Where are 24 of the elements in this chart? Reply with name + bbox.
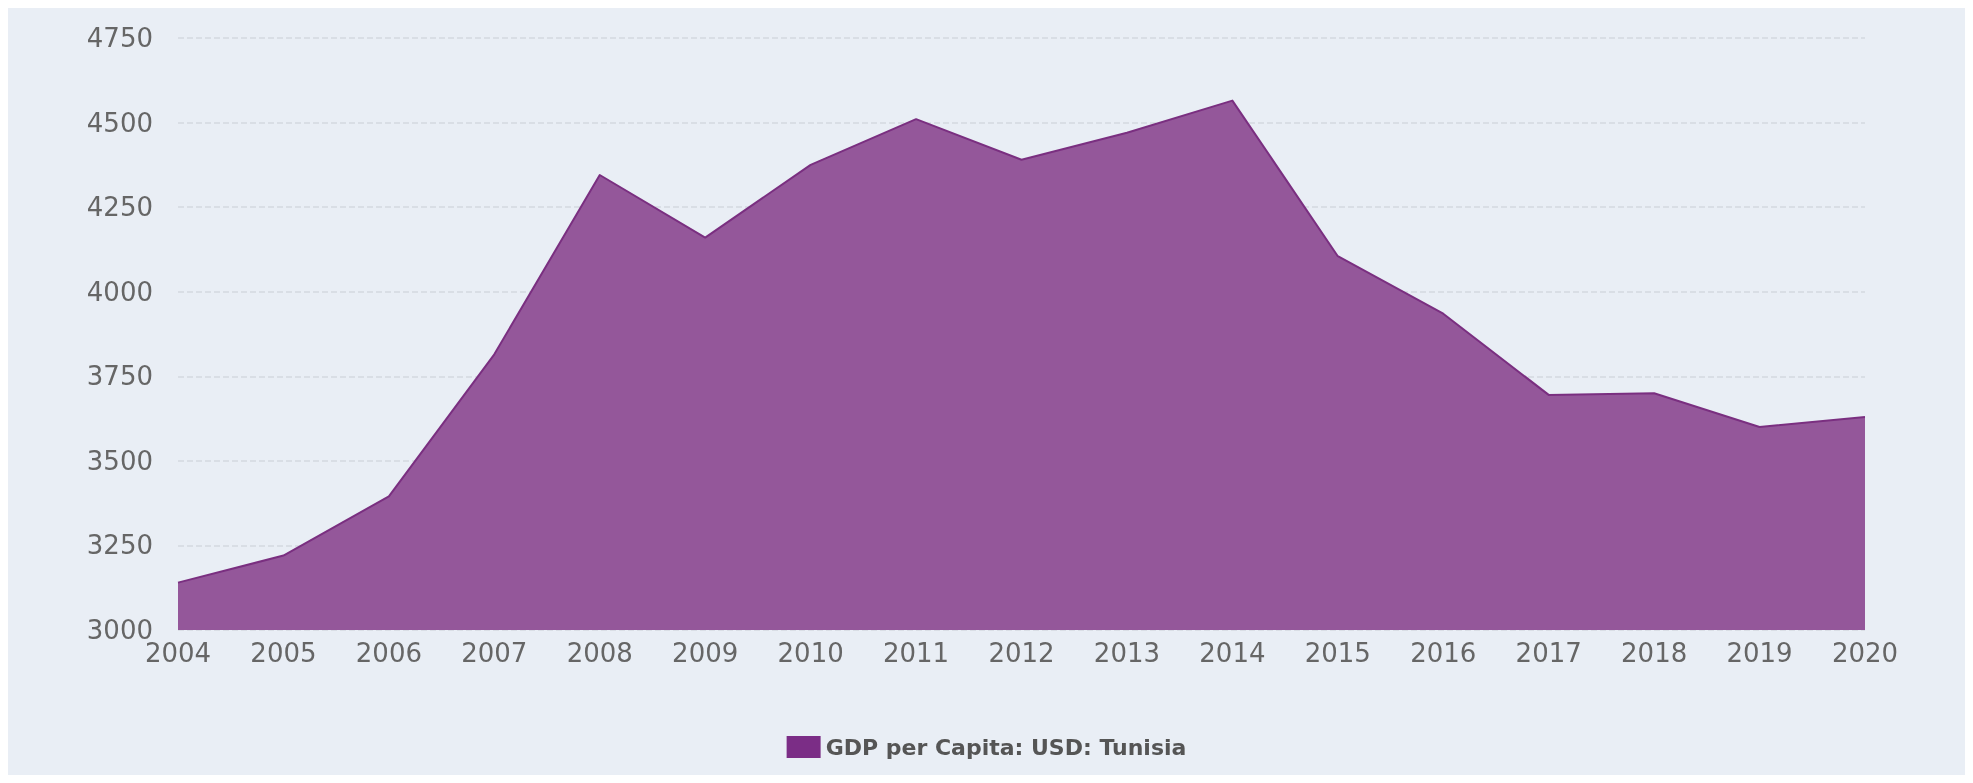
x-tick-label: 2018 [1621,638,1688,668]
x-tick-label: 2007 [461,638,528,668]
x-tick-label: 2010 [777,638,844,668]
x-tick-label: 2006 [355,638,422,668]
x-tick-label: 2014 [1199,638,1266,668]
y-tick-label: 3500 [86,445,153,476]
x-tick-label: 2017 [1515,638,1582,668]
y-tick-label: 4750 [86,23,153,53]
legend-label: GDP per Capita: USD: Tunisia [825,734,1187,760]
x-tick-label: 2015 [1304,638,1371,668]
y-tick-label: 4250 [86,192,153,223]
x-tick-label: 2009 [672,638,739,668]
x-tick-label: 2011 [882,638,950,668]
x-tick-label: 2012 [988,638,1055,668]
x-tick-label: 2019 [1726,638,1793,668]
x-tick-label: 2020 [1831,638,1899,668]
y-tick-label: 4000 [86,276,153,307]
y-tick-label: 4500 [86,107,153,138]
x-tick-label: 2016 [1410,638,1477,668]
x-tick-label: 2005 [250,638,317,668]
x-tick-label: 2013 [1093,638,1161,668]
y-tick-label: 3250 [86,530,153,561]
x-tick-label: 2008 [566,638,633,668]
y-tick-label: 3750 [86,361,153,392]
